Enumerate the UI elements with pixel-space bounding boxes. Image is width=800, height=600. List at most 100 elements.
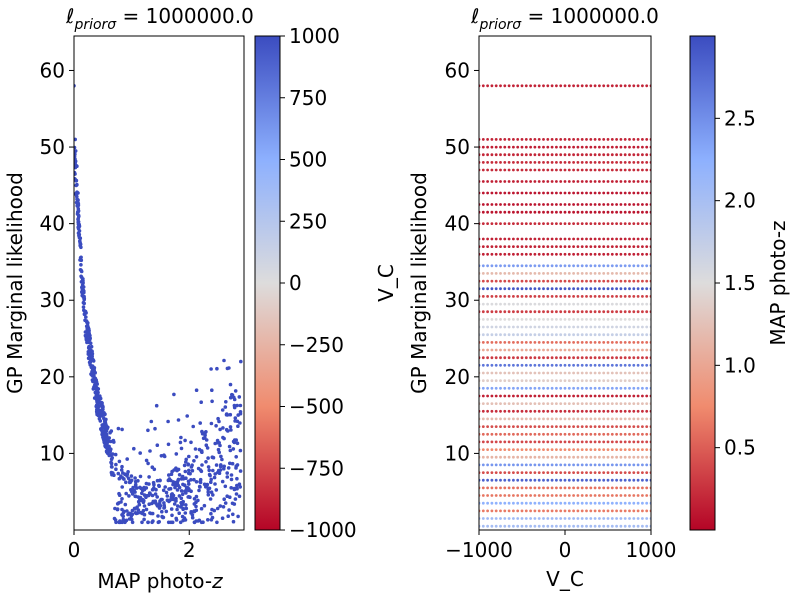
left-scatter-point — [85, 327, 89, 331]
right-scatter-point — [602, 363, 606, 367]
right-scatter-point — [516, 478, 520, 482]
right-scatter-point — [520, 145, 524, 149]
right-scatter-point — [555, 287, 558, 291]
right-scatter-point — [619, 161, 623, 164]
right-scatter-point — [572, 302, 575, 306]
right-scatter-point — [563, 486, 567, 490]
right-scatter-point — [623, 394, 627, 398]
right-scatter-point — [632, 386, 636, 390]
right-scatter-point — [516, 402, 520, 405]
right-scatter-point — [628, 168, 631, 172]
right-scatter-point — [632, 440, 636, 444]
left-scatter-point — [147, 482, 151, 486]
right-scatter-point — [576, 463, 580, 467]
right-scatter-point — [507, 394, 511, 398]
right-scatter-point — [598, 318, 601, 321]
right-scatter-point — [580, 203, 584, 206]
right-scatter-point — [550, 145, 554, 149]
right-scatter-point — [490, 191, 494, 195]
right-scatter-point — [645, 494, 649, 497]
right-scatter-point — [606, 84, 610, 88]
right-scatter-point — [589, 402, 593, 405]
right-scatter-point — [546, 348, 550, 352]
right-scatter-point — [598, 432, 601, 436]
right-scatter-point — [520, 180, 524, 183]
right-scatter-point — [542, 318, 545, 321]
right-scatter-point — [567, 287, 571, 291]
right-scatter-point — [585, 471, 588, 474]
right-scatter-point — [494, 153, 498, 157]
right-scatter-point — [602, 486, 606, 490]
right-scatter-point — [499, 440, 502, 444]
right-scatter-point — [486, 509, 489, 513]
right-scatter-point — [503, 371, 507, 375]
right-scatter-point — [585, 386, 588, 390]
right-scatter-point — [615, 463, 618, 467]
right-scatter-point — [550, 509, 554, 513]
right-scatter-point — [559, 371, 563, 375]
right-scatter-point — [533, 245, 537, 249]
right-scatter-point — [593, 478, 597, 482]
right-scatter-point — [636, 524, 640, 528]
right-scatter-point — [520, 252, 524, 256]
right-scatter-point — [589, 325, 593, 329]
right-scatter-point — [593, 325, 597, 329]
left-scatter-point — [191, 424, 195, 429]
right-scatter-point — [628, 363, 631, 367]
right-scatter-point — [636, 295, 640, 298]
right-scatter-point — [593, 517, 597, 520]
right-scatter-point — [645, 409, 649, 413]
right-scatter-rows — [479, 84, 651, 528]
right-scatter-point — [589, 310, 593, 314]
right-scatter-point — [593, 371, 597, 375]
left-scatter-point — [81, 305, 86, 309]
right-scatter-point — [628, 295, 631, 298]
right-scatter-point — [589, 425, 593, 428]
right-scatter-point — [606, 371, 610, 375]
left-scatter-point — [90, 369, 94, 374]
right-scatter-point — [615, 138, 618, 141]
right-scatter-point — [641, 180, 644, 183]
right-scatter-point — [486, 145, 489, 149]
right-scatter-point — [585, 432, 588, 436]
right-scatter-point — [563, 325, 567, 329]
right-scatter-point — [546, 252, 550, 256]
right-scatter-point — [628, 371, 631, 375]
right-scatter-point — [602, 356, 606, 360]
right-scatter-point — [516, 371, 520, 375]
right-scatter-point — [542, 348, 545, 352]
right-scatter-point — [567, 486, 571, 490]
right-scatter-point — [602, 295, 606, 298]
right-scatter-point — [516, 237, 520, 241]
left-scatter-point — [209, 490, 214, 495]
right-scatter-point — [623, 252, 627, 256]
right-scatter-point — [481, 264, 485, 268]
right-scatter-point — [593, 295, 597, 298]
right-scatter-point — [641, 210, 644, 214]
right-scatter-point — [546, 279, 550, 283]
right-scatter-point — [486, 386, 489, 390]
left-scatter-point — [113, 452, 118, 457]
right-scatter-point — [641, 478, 644, 482]
left-scatter-point — [228, 448, 233, 453]
left-scatter-point — [184, 457, 188, 462]
right-scatter-point — [580, 425, 584, 428]
right-scatter-point — [572, 371, 575, 375]
right-scatter-point — [546, 264, 550, 268]
left-scatter-point — [230, 501, 235, 506]
right-scatter-point — [520, 509, 524, 513]
left-scatter-point — [218, 504, 223, 508]
left-scatter-point — [187, 482, 191, 486]
right-scatter-point — [559, 252, 563, 256]
right-scatter-point — [516, 386, 520, 390]
right-scatter-point — [512, 168, 515, 172]
right-scatter-point — [542, 145, 545, 149]
right-scatter-point — [520, 245, 524, 249]
right-scatter-point — [550, 363, 554, 367]
right-scatter-point — [529, 341, 532, 344]
right-scatter-point — [499, 318, 502, 321]
right-scatter-point — [606, 237, 610, 241]
right-scatter-point — [636, 210, 640, 214]
left-scatter-point — [186, 462, 190, 467]
right-scatter-point — [572, 448, 575, 451]
